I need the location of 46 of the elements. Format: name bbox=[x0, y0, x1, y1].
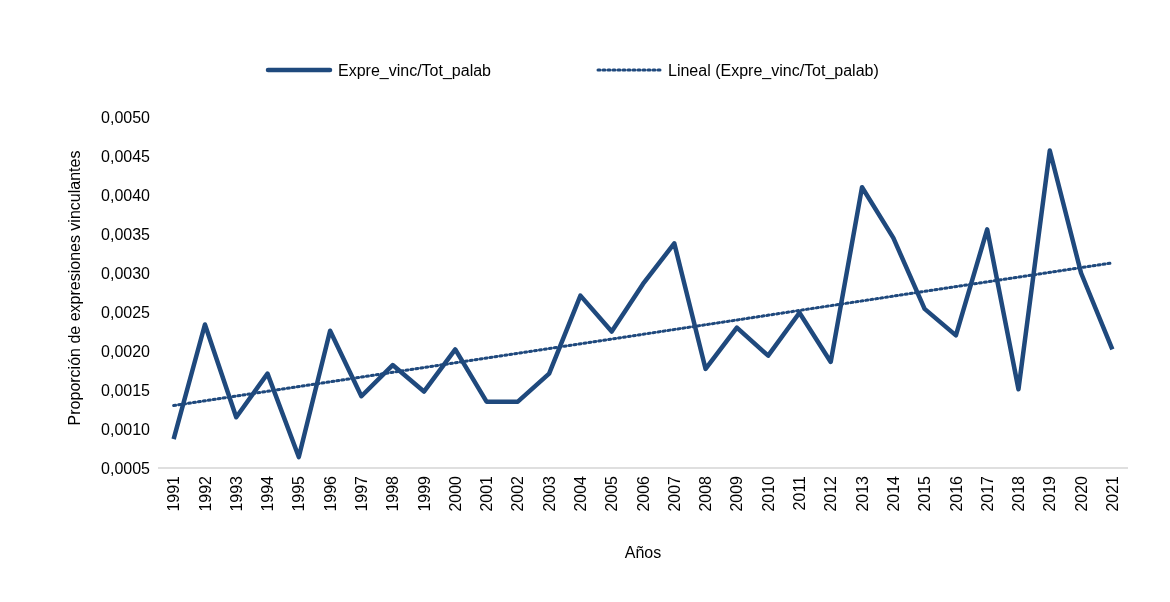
x-tick-label: 2013 bbox=[853, 475, 871, 512]
x-tick-label: 1992 bbox=[196, 475, 214, 512]
y-tick-label: 0,0045 bbox=[101, 147, 151, 165]
y-tick-label: 0,0050 bbox=[101, 108, 151, 126]
x-tick-label: 1996 bbox=[321, 475, 339, 512]
x-tick-label: 2021 bbox=[1103, 475, 1121, 512]
x-tick-label: 2011 bbox=[791, 475, 809, 511]
x-tick-label: 1993 bbox=[227, 475, 245, 512]
y-tick-label: 0,0035 bbox=[101, 225, 151, 243]
x-tick-label: 2019 bbox=[1041, 475, 1059, 512]
x-tick-label: 2015 bbox=[916, 475, 934, 512]
x-tick-label: 2014 bbox=[884, 475, 902, 512]
x-tick-label: 2016 bbox=[947, 475, 965, 512]
x-tick-label: 2009 bbox=[728, 475, 746, 512]
x-tick-label: 2001 bbox=[478, 475, 496, 512]
x-tick-label: 2017 bbox=[978, 475, 996, 512]
y-tick-label: 0,0020 bbox=[101, 342, 151, 360]
x-tick-label: 1998 bbox=[384, 475, 402, 512]
x-tick-label: 2008 bbox=[697, 475, 715, 512]
x-tick-label: 2002 bbox=[509, 475, 527, 512]
x-tick-label: 2018 bbox=[1010, 475, 1028, 512]
legend-label: Expre_vinc/Tot_palab bbox=[338, 61, 492, 80]
legend-label: Lineal (Expre_vinc/Tot_palab) bbox=[668, 61, 879, 80]
y-tick-label: 0,0025 bbox=[101, 303, 151, 321]
line-series bbox=[171, 148, 1115, 460]
y-tick-label: 0,0010 bbox=[101, 420, 151, 438]
x-tick-label: 1997 bbox=[352, 475, 370, 512]
x-tick-label: 2007 bbox=[665, 475, 683, 512]
y-tick-label: 0,0030 bbox=[101, 264, 151, 282]
x-tick-label: 2000 bbox=[446, 475, 464, 512]
x-tick-label: 1995 bbox=[290, 475, 308, 512]
x-tick-label: 2020 bbox=[1072, 475, 1090, 512]
y-tick-label: 0,0005 bbox=[101, 459, 151, 477]
x-tick-label: 2004 bbox=[572, 475, 590, 512]
x-tick-label: 2012 bbox=[822, 475, 840, 512]
x-tick-label: 1994 bbox=[259, 475, 277, 512]
x-tick-label: 2005 bbox=[603, 475, 621, 512]
y-tick-label: 0,0040 bbox=[101, 186, 151, 204]
y-axis-title: Proporción de expresiones vinculantes bbox=[66, 150, 83, 426]
x-tick-label: 1999 bbox=[415, 475, 433, 512]
x-axis-title: Años bbox=[624, 544, 662, 561]
x-tick-label: 2010 bbox=[759, 475, 777, 512]
x-tick-label: 2003 bbox=[540, 475, 558, 512]
y-tick-label: 0,0015 bbox=[101, 381, 151, 399]
x-tick-label: 1991 bbox=[165, 475, 183, 512]
x-tick-label: 2006 bbox=[634, 475, 652, 512]
